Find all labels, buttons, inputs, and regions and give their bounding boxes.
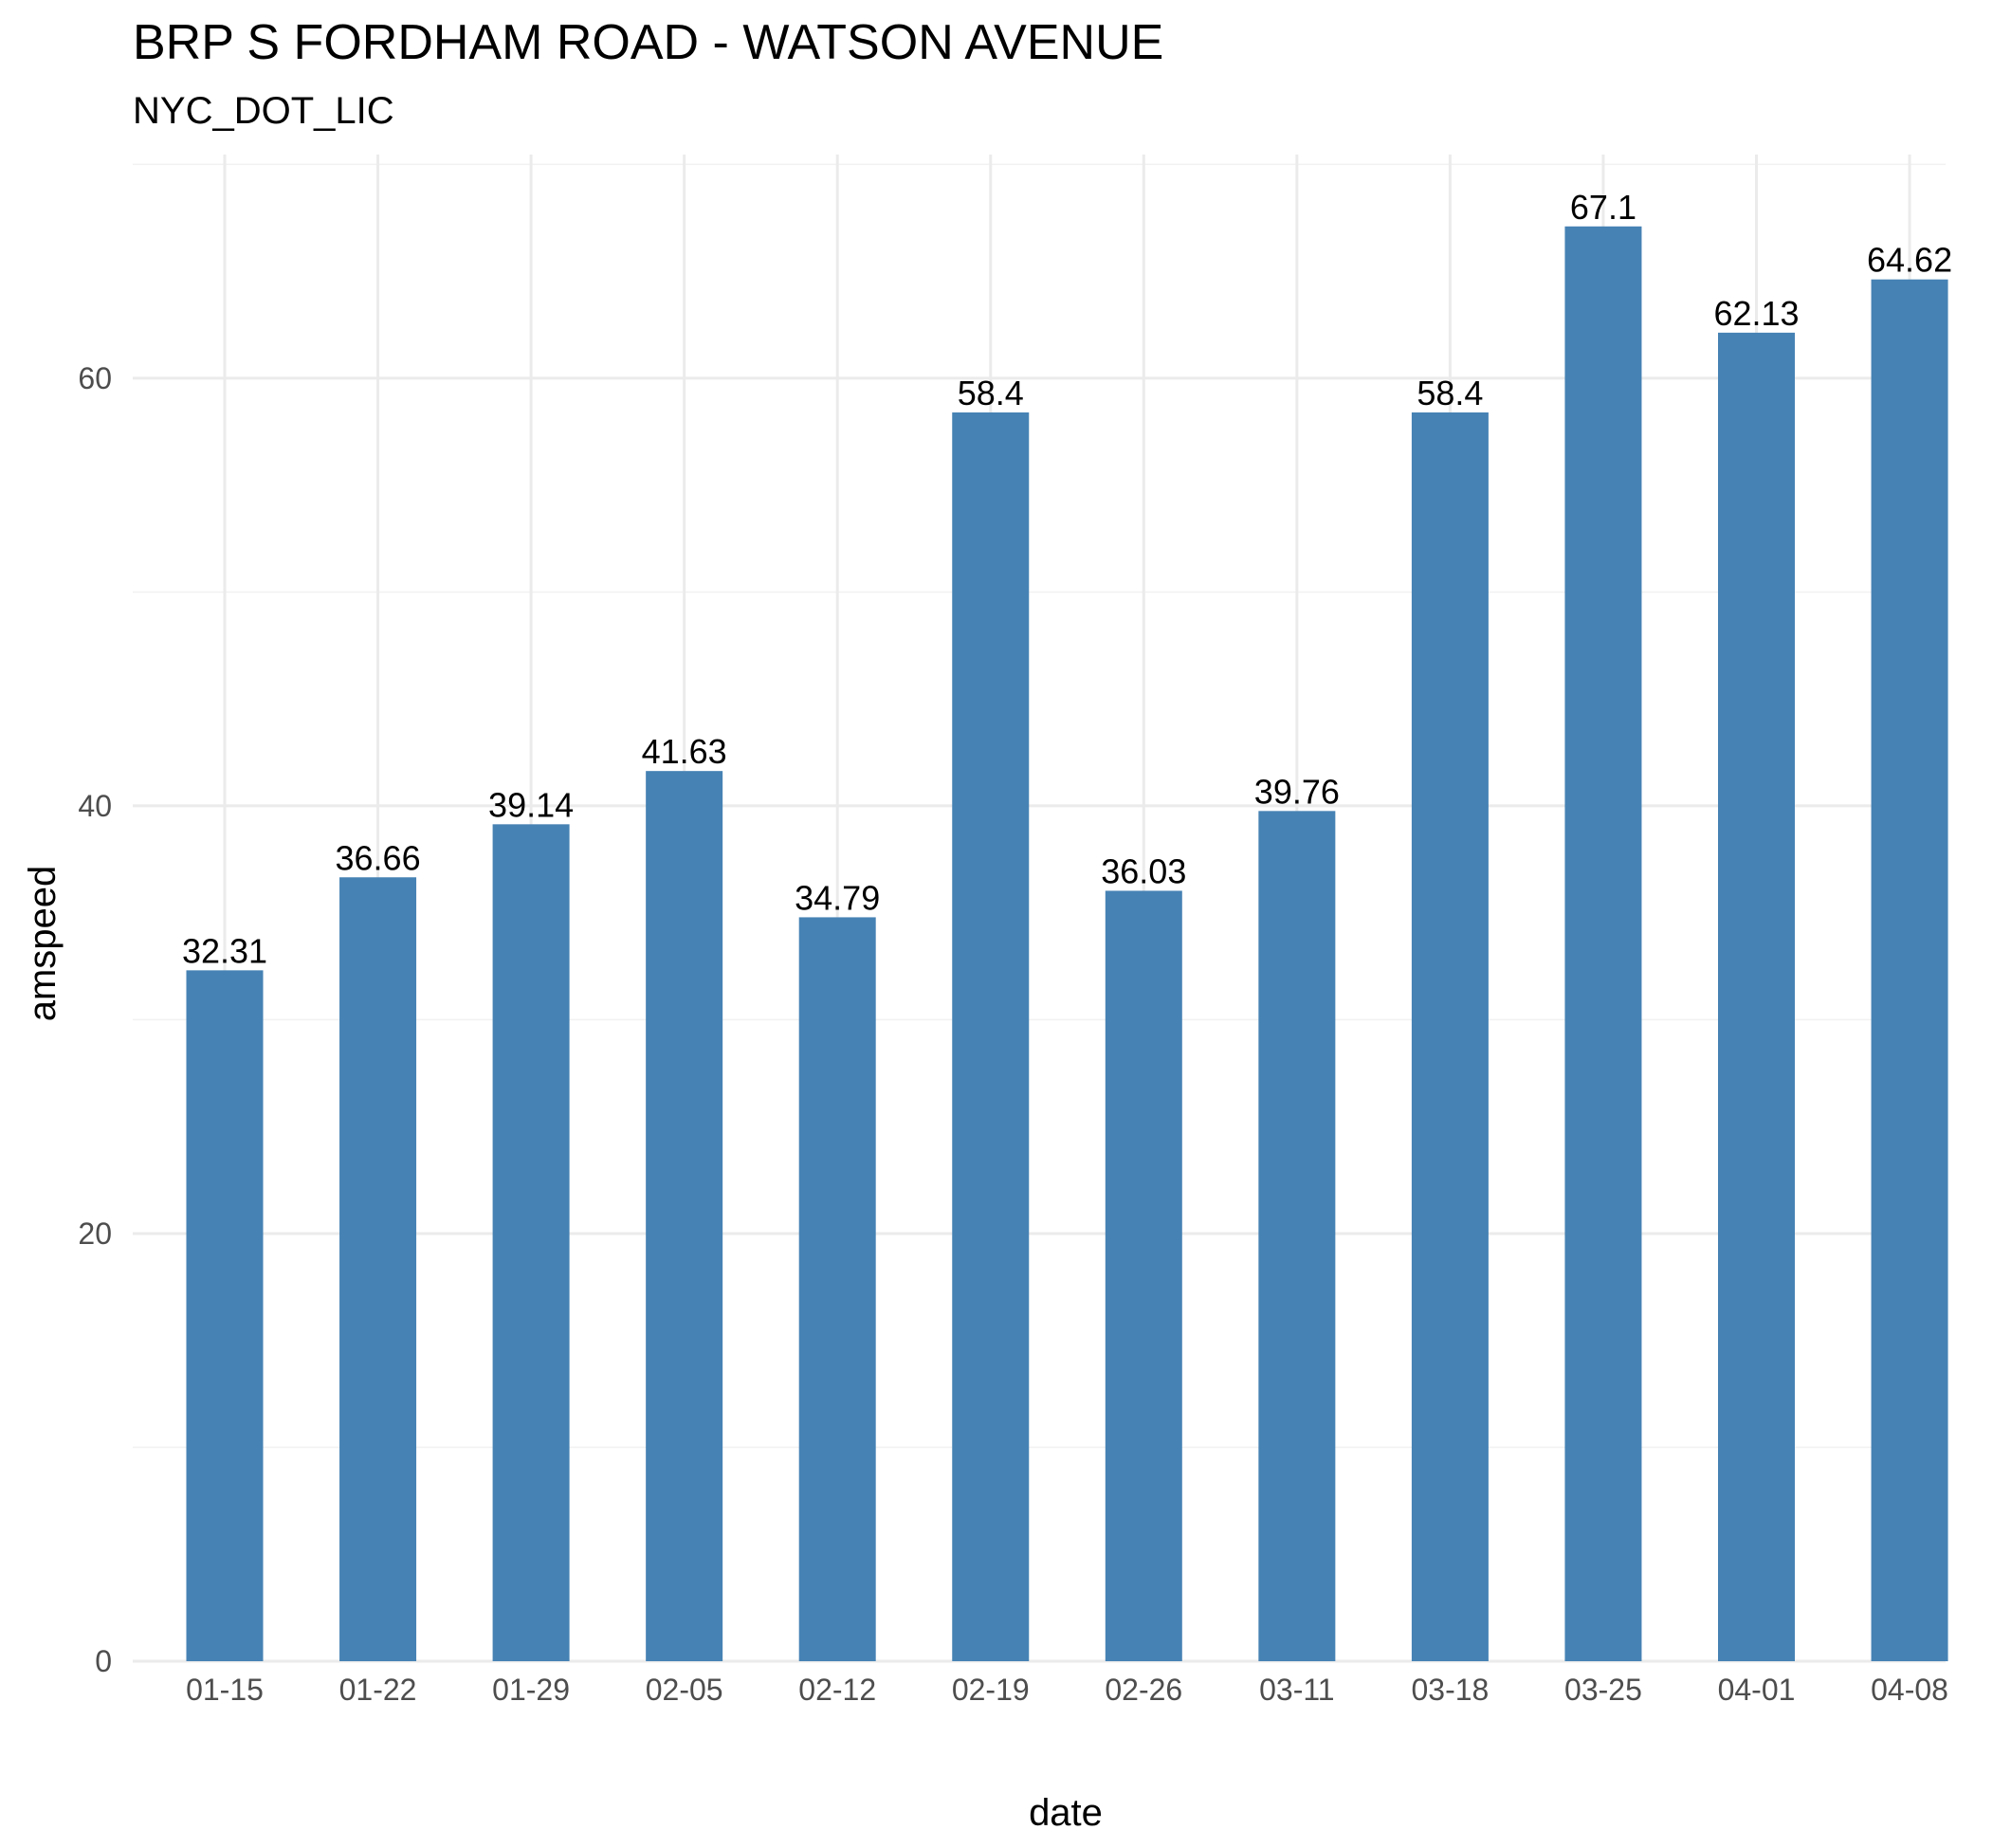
x-tick-label-03-18: 03-18 bbox=[1411, 1673, 1489, 1707]
bar-01-29 bbox=[492, 824, 570, 1661]
bar-01-15 bbox=[186, 970, 264, 1661]
x-tick-label-04-01: 04-01 bbox=[1718, 1673, 1796, 1707]
x-tick-label-02-12: 02-12 bbox=[798, 1673, 876, 1707]
data-label-01-29: 39.14 bbox=[488, 785, 574, 824]
y-tick-label: 40 bbox=[78, 789, 112, 823]
data-label-02-26: 36.03 bbox=[1101, 851, 1186, 890]
bar-02-12 bbox=[798, 917, 876, 1661]
bar-04-01 bbox=[1718, 332, 1795, 1662]
chart-subtitle: NYC_DOT_LIC bbox=[133, 90, 394, 132]
data-label-04-08: 64.62 bbox=[1867, 241, 1952, 280]
data-label-01-22: 36.66 bbox=[336, 838, 421, 877]
x-axis-ticks: 01-15 01-22 01-29 02-05 02-12 02-19 02-26 03-11… bbox=[186, 1673, 1948, 1707]
data-label-01-15: 32.31 bbox=[182, 931, 267, 970]
data-labels: 32.31 36.66 39.14 41.63 34.79 58.4 36.03 39.76 5… bbox=[182, 188, 1952, 971]
bar-03-25 bbox=[1564, 226, 1642, 1662]
bar-02-26 bbox=[1105, 890, 1182, 1661]
data-label-02-12: 34.79 bbox=[795, 878, 880, 917]
x-tick-label-02-05: 02-05 bbox=[646, 1673, 723, 1707]
bar-03-11 bbox=[1258, 811, 1336, 1661]
bar-02-05 bbox=[646, 771, 723, 1661]
x-tick-label-04-08: 04-08 bbox=[1871, 1673, 1948, 1707]
data-label-03-25: 67.1 bbox=[1570, 188, 1636, 227]
chart-title: BRP S FORDHAM ROAD - WATSON AVENUE bbox=[133, 15, 1163, 70]
x-tick-label-02-19: 02-19 bbox=[952, 1673, 1030, 1707]
bar-02-19 bbox=[952, 412, 1030, 1661]
data-label-02-05: 41.63 bbox=[642, 732, 727, 771]
y-axis-ticks: 0 20 40 60 bbox=[78, 361, 112, 1678]
y-tick-label: 20 bbox=[78, 1217, 112, 1251]
data-label-04-01: 62.13 bbox=[1713, 294, 1799, 333]
x-tick-label-01-29: 01-29 bbox=[492, 1673, 570, 1707]
data-label-03-11: 39.76 bbox=[1254, 772, 1340, 811]
x-tick-label-03-11: 03-11 bbox=[1259, 1673, 1334, 1707]
x-tick-label-01-22: 01-22 bbox=[339, 1673, 417, 1707]
bar-01-22 bbox=[339, 877, 417, 1661]
y-tick-label: 60 bbox=[78, 361, 112, 395]
x-axis-title: date bbox=[1029, 1792, 1103, 1834]
y-axis-title: amspeed bbox=[22, 866, 64, 1022]
x-tick-label-03-25: 03-25 bbox=[1564, 1673, 1642, 1707]
data-label-02-19: 58.4 bbox=[958, 374, 1024, 412]
x-tick-label-01-15: 01-15 bbox=[186, 1673, 264, 1707]
bar-04-08 bbox=[1871, 279, 1948, 1661]
x-tick-label-02-26: 02-26 bbox=[1105, 1673, 1182, 1707]
y-tick-label: 0 bbox=[95, 1644, 112, 1678]
bar-03-18 bbox=[1411, 412, 1489, 1661]
bars bbox=[186, 226, 1948, 1662]
data-label-03-18: 58.4 bbox=[1417, 374, 1483, 412]
